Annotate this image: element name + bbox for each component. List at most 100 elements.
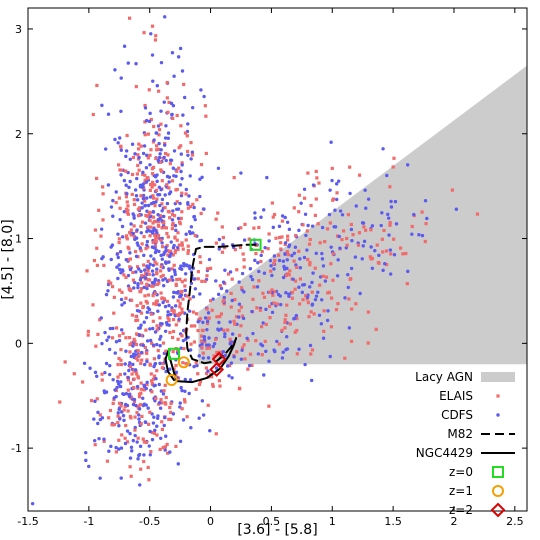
elais-point xyxy=(160,420,164,424)
elais-point xyxy=(147,88,151,92)
plot-clipped-layer xyxy=(30,15,527,506)
elais-point xyxy=(156,224,161,228)
cdfs-point xyxy=(147,444,151,448)
legend-label-z-0: z=0 xyxy=(449,465,473,479)
cdfs-point xyxy=(159,109,163,113)
cdfs-point xyxy=(172,268,177,272)
cdfs-point xyxy=(161,283,166,288)
elais-point xyxy=(278,235,282,240)
elais-point xyxy=(130,372,134,376)
cdfs-point xyxy=(157,303,161,307)
cdfs-point xyxy=(100,103,104,108)
cdfs-point xyxy=(119,446,124,450)
cdfs-point xyxy=(405,163,410,167)
elais-point xyxy=(302,196,307,200)
elais-point xyxy=(209,266,213,270)
cdfs-point xyxy=(171,103,176,108)
elais-point xyxy=(349,339,354,343)
cdfs-point xyxy=(320,251,324,256)
cdfs-point xyxy=(131,231,136,236)
elais-point xyxy=(349,222,353,227)
elais-point xyxy=(350,307,354,311)
elais-point xyxy=(369,228,373,232)
cdfs-point xyxy=(202,338,207,342)
cdfs-point xyxy=(310,224,315,228)
elais-point xyxy=(129,474,133,478)
elais-point xyxy=(124,169,128,173)
cdfs-point xyxy=(388,272,393,276)
elais-point xyxy=(156,234,161,238)
elais-point xyxy=(146,245,150,249)
elais-point xyxy=(143,199,147,203)
elais-point xyxy=(196,372,200,376)
cdfs-point xyxy=(163,250,167,254)
elais-point xyxy=(58,400,62,404)
elais-point xyxy=(343,356,347,360)
elais-point xyxy=(204,151,208,156)
cdfs-point xyxy=(162,155,166,160)
elais-point xyxy=(306,171,310,175)
cdfs-point xyxy=(145,339,150,343)
elais-point xyxy=(91,112,95,117)
cdfs-point xyxy=(153,278,157,283)
elais-point xyxy=(124,336,128,340)
elais-point xyxy=(297,210,301,214)
cdfs-point xyxy=(109,444,113,449)
elais-point xyxy=(335,191,339,195)
elais-point xyxy=(366,310,370,314)
elais-point xyxy=(189,324,194,328)
cdfs-point xyxy=(158,344,162,348)
legend-z-1-swatch xyxy=(492,485,504,497)
elais-point xyxy=(118,206,122,210)
cdfs-point xyxy=(268,258,273,263)
elais-point xyxy=(325,227,330,231)
elais-point xyxy=(203,279,207,283)
cdfs-point xyxy=(156,309,160,313)
cdfs-point xyxy=(358,291,362,296)
cdfs-point xyxy=(214,279,218,283)
cdfs-point xyxy=(144,165,149,170)
cdfs-point xyxy=(145,310,150,314)
cdfs-point xyxy=(182,95,187,100)
cdfs-point xyxy=(178,266,182,271)
cdfs-point xyxy=(176,55,181,59)
elais-point xyxy=(154,156,158,161)
cdfs-point xyxy=(208,428,212,433)
elais-point xyxy=(177,166,181,170)
elais-point xyxy=(163,151,168,156)
elais-point xyxy=(207,316,211,320)
cdfs-point xyxy=(230,332,235,336)
cdfs-point xyxy=(111,214,115,218)
cdfs-point xyxy=(30,501,35,506)
elais-point xyxy=(151,240,155,245)
legend-elais-swatch xyxy=(496,394,500,398)
elais-point xyxy=(285,303,289,307)
cdfs-point xyxy=(163,193,167,197)
elais-point xyxy=(142,388,146,392)
cdfs-point xyxy=(149,201,154,206)
cdfs-point xyxy=(126,61,130,65)
cdfs-point xyxy=(336,179,341,183)
cdfs-point xyxy=(389,205,394,209)
cdfs-point xyxy=(93,370,98,375)
elais-point xyxy=(280,235,284,239)
cdfs-point xyxy=(173,272,177,277)
cdfs-point xyxy=(227,374,231,378)
elais-point xyxy=(140,287,144,291)
cdfs-point xyxy=(106,183,111,187)
elais-point xyxy=(450,188,454,192)
elais-point xyxy=(96,332,100,336)
elais-point xyxy=(169,417,173,422)
cdfs-point xyxy=(103,370,107,375)
cdfs-point xyxy=(117,424,121,428)
cdfs-point xyxy=(180,69,185,73)
elais-point xyxy=(218,284,222,288)
cdfs-point xyxy=(311,183,316,187)
elais-point xyxy=(190,153,195,157)
cdfs-point xyxy=(180,163,184,167)
cdfs-point xyxy=(127,185,131,190)
elais-point xyxy=(130,172,135,177)
elais-point xyxy=(301,298,305,302)
elais-point xyxy=(150,382,155,386)
elais-point xyxy=(124,235,129,239)
